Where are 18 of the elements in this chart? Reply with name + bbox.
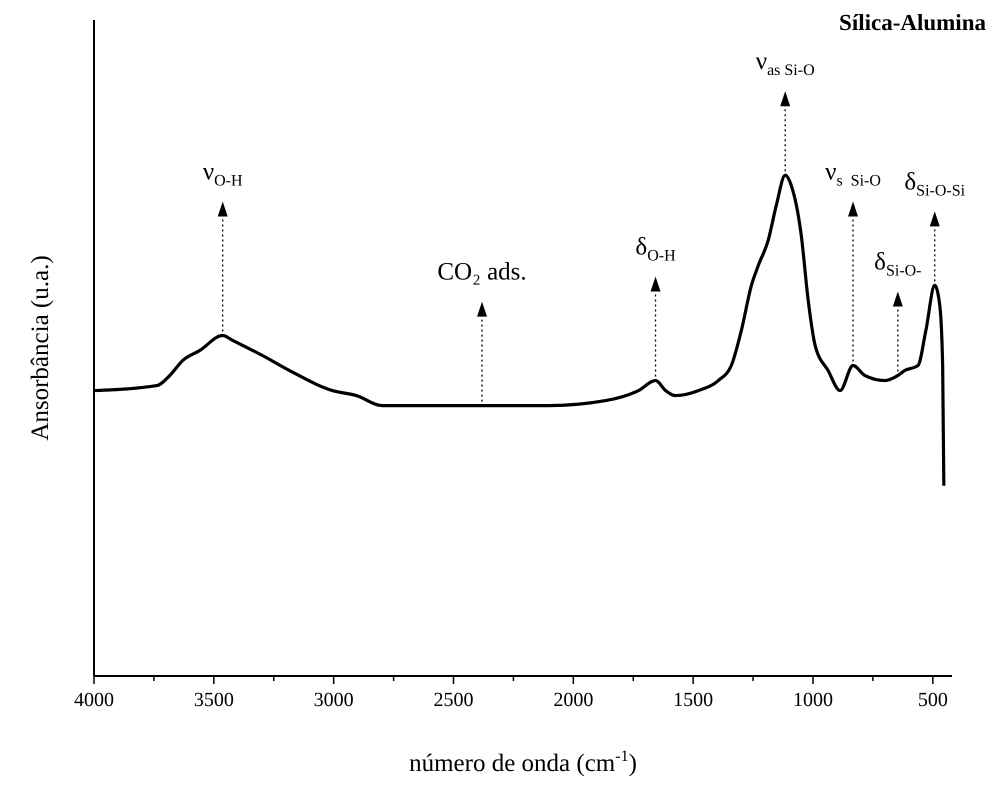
x-tick-label: 500: [918, 689, 948, 711]
annotation: ν$_{O-H}$: [202, 158, 244, 190]
x-axis-title: número de onda (cm$^{-1}$): [409, 748, 637, 777]
chart-title: Sílica-Alumina: [839, 10, 986, 35]
annotation: δ$_{O-H}$: [635, 234, 676, 264]
annotation: ν$_{as Si-O}$: [756, 48, 815, 79]
x-tick-label: 2000: [553, 689, 594, 711]
x-tick-label: 3000: [314, 689, 354, 711]
annotation: CO₂ ads.: [437, 258, 527, 286]
x-tick-label: 1500: [673, 689, 714, 711]
annotation: δ$_{Si-O-}$: [874, 248, 922, 280]
x-tick-label: 2500: [433, 689, 474, 711]
x-tick-label: 3500: [194, 689, 234, 711]
annotation: ν$_{s Si-O}$: [825, 158, 881, 190]
annotation: δ$_{Si-O-Si}$: [904, 168, 966, 199]
x-tick-label: 4000: [74, 689, 114, 711]
y-axis-title: Ansorbância (u.a.): [27, 255, 54, 441]
x-tick-label: 1000: [792, 689, 833, 711]
